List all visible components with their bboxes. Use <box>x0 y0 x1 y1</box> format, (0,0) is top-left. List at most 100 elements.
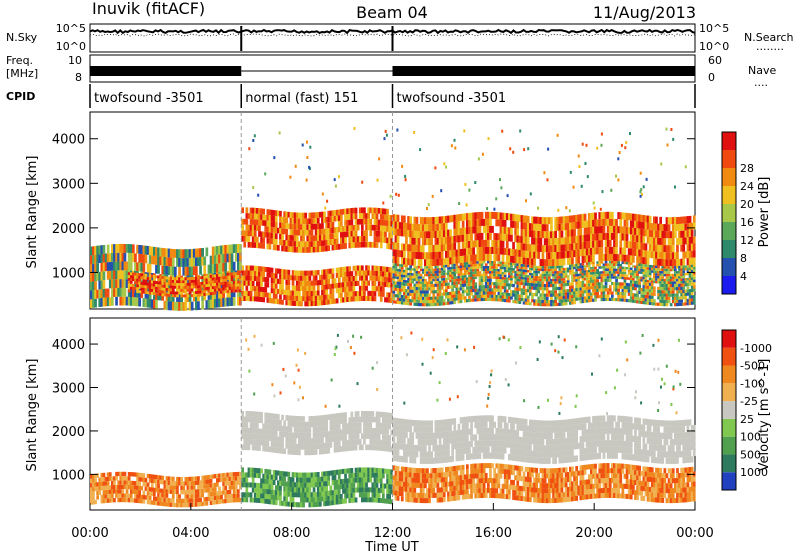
heatmap-cell <box>665 281 669 284</box>
heatmap-cell <box>453 228 457 236</box>
heatmap-cell <box>680 286 683 290</box>
heatmap-cell <box>585 220 589 228</box>
heatmap-cell <box>676 276 679 279</box>
heatmap-cell <box>457 214 461 222</box>
heatmap-cell <box>558 244 562 252</box>
heatmap-cell <box>558 289 562 294</box>
heatmap-cell <box>688 282 692 286</box>
heatmap-cell <box>636 281 639 285</box>
heatmap-cell <box>390 243 394 250</box>
heatmap-cell <box>192 285 196 289</box>
heatmap-cell <box>453 242 457 250</box>
heatmap-cell <box>629 262 633 265</box>
heatmap-cell <box>375 270 379 276</box>
heatmap-cell <box>623 277 627 280</box>
heatmap-cell <box>129 480 133 486</box>
heatmap-cell <box>665 231 669 239</box>
heatmap-cell <box>533 299 536 303</box>
heatmap-cell <box>526 215 530 223</box>
heatmap-cell <box>146 263 150 273</box>
heatmap-cell <box>266 292 270 298</box>
heatmap-cell <box>153 280 156 284</box>
heatmap-cell <box>266 267 270 273</box>
heatmap-cell <box>613 247 616 254</box>
heatmap-cell <box>577 263 581 266</box>
heatmap-cell <box>258 291 261 297</box>
heatmap-cell <box>316 246 320 253</box>
heatmap-cell <box>327 239 331 246</box>
heatmap-cell <box>207 299 211 309</box>
heatmap-cell <box>379 208 383 214</box>
heatmap-cell <box>340 209 343 215</box>
heatmap-cell <box>249 242 253 248</box>
heatmap-cell <box>501 277 505 280</box>
heatmap-cell <box>491 247 494 254</box>
heatmap-cell <box>403 277 406 280</box>
heatmap-cell <box>335 267 339 273</box>
heatmap-cell <box>508 286 511 290</box>
heatmap-cell <box>432 268 436 272</box>
heatmap-cell <box>216 290 219 299</box>
heatmap-cell <box>558 293 562 297</box>
heatmap-cell <box>495 268 499 272</box>
heatmap-cell <box>348 236 352 243</box>
heatmap-cell <box>413 268 417 271</box>
heatmap-cell <box>466 262 469 265</box>
heatmap-cell <box>388 226 391 233</box>
heatmap-cell <box>262 237 265 243</box>
heatmap-cell <box>459 284 463 288</box>
heatmap-cell <box>440 189 443 193</box>
heatmap-cell <box>619 271 623 274</box>
heatmap-cell <box>379 291 383 297</box>
heatmap-cell <box>615 226 618 233</box>
heatmap-cell <box>291 280 295 286</box>
heatmap-cell <box>321 246 324 252</box>
heatmap-cell <box>621 292 625 296</box>
heatmap-cell <box>300 229 303 236</box>
heatmap-cell <box>400 295 404 299</box>
heatmap-cell <box>564 223 568 231</box>
heatmap-cell <box>163 489 167 494</box>
noise-axis-bottom-left: 10^0 <box>56 40 86 53</box>
heatmap-cell <box>445 280 448 283</box>
heatmap-cell <box>611 218 614 226</box>
heatmap-cell <box>541 217 545 225</box>
heatmap-cell <box>228 278 232 282</box>
heatmap-cell <box>266 243 270 250</box>
heatmap-cell <box>398 297 402 302</box>
heatmap-cell <box>409 280 412 284</box>
heatmap-cell <box>579 221 583 229</box>
heatmap-cell <box>493 288 496 292</box>
heatmap-cell <box>373 280 377 286</box>
heatmap-cell <box>558 283 562 287</box>
heatmap-cell <box>468 261 471 265</box>
heatmap-cell <box>384 231 387 238</box>
heatmap-cell <box>424 259 427 267</box>
heatmap-cell <box>484 291 488 295</box>
heatmap-cell <box>550 224 553 232</box>
heatmap-cell <box>358 296 362 302</box>
heatmap-cell <box>228 281 232 285</box>
heatmap-cell <box>627 277 631 280</box>
heatmap-cell <box>531 267 534 271</box>
heatmap-cell <box>438 286 442 290</box>
heatmap-cell <box>608 285 612 289</box>
heatmap-cell <box>161 287 165 291</box>
heatmap-cell <box>472 266 475 270</box>
heatmap-cell <box>247 444 251 451</box>
heatmap-cell <box>132 480 135 486</box>
heatmap-cell <box>207 278 211 281</box>
heatmap-cell <box>390 298 394 304</box>
heatmap-cell <box>684 295 688 300</box>
heatmap-cell <box>690 264 694 268</box>
heatmap-cell <box>216 499 219 505</box>
heatmap-cell <box>638 278 641 282</box>
heatmap-cell <box>119 279 123 288</box>
heatmap-cell <box>274 221 278 228</box>
heatmap-cell <box>505 289 509 293</box>
heatmap-cell <box>203 275 207 279</box>
heatmap-cell <box>419 273 423 277</box>
heatmap-cell <box>690 298 694 302</box>
heatmap-cell <box>348 225 352 232</box>
heatmap-cell <box>90 299 93 309</box>
